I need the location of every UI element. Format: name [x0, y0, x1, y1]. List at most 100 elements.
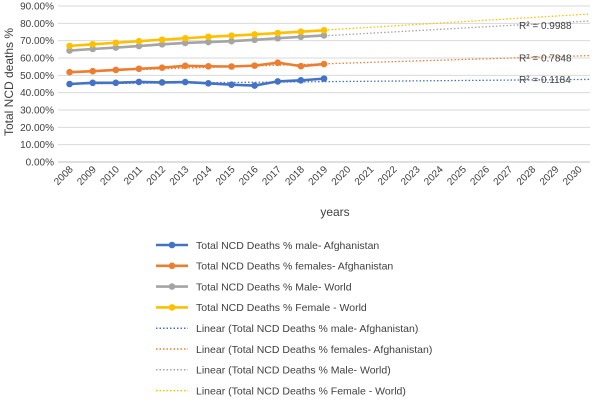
data-point — [112, 66, 120, 74]
legend-label: Total NCD Deaths % Female - World — [196, 302, 367, 314]
x-tick-label: 2024 — [422, 164, 446, 188]
data-point — [135, 37, 143, 45]
r-squared-label: R² = 0.7848 — [519, 53, 572, 64]
y-tick-label: 60.00% — [20, 54, 54, 65]
data-point — [251, 36, 258, 44]
y-tick-label: 80.00% — [20, 19, 54, 30]
data-point — [205, 38, 212, 46]
x-tick-label: 2021 — [353, 164, 377, 188]
legend-swatch-marker — [168, 262, 176, 270]
data-point — [251, 62, 258, 69]
x-tick-label: 2016 — [237, 164, 261, 188]
data-point — [274, 29, 282, 37]
x-tick-label: 2010 — [98, 164, 122, 188]
data-point — [205, 63, 212, 70]
data-point — [297, 28, 305, 35]
x-tick-label: 2015 — [214, 164, 238, 188]
x-tick-label: 2014 — [191, 164, 215, 188]
r-squared-label: R² = 0.9988 — [519, 21, 572, 32]
data-point — [135, 42, 143, 50]
x-tick-label: 2009 — [75, 164, 99, 188]
data-point — [66, 47, 73, 54]
legend-label: Linear (Total NCD Deaths % females- Afgh… — [196, 344, 432, 356]
x-tick-label: 2022 — [376, 164, 400, 188]
data-point — [112, 39, 120, 47]
data-point — [135, 78, 143, 86]
data-point — [274, 78, 282, 85]
legend-label: Total NCD Deaths % females- Afghanistan — [196, 261, 393, 273]
x-tick-label: 2018 — [283, 164, 307, 188]
data-point — [158, 36, 166, 43]
data-point — [181, 34, 189, 42]
trendline — [69, 78, 591, 85]
x-tick-label: 2023 — [399, 164, 423, 188]
trendline — [69, 13, 591, 47]
data-point — [320, 60, 328, 68]
series-line — [69, 61, 325, 74]
y-tick-label: 10.00% — [20, 140, 54, 151]
legend: Total NCD Deaths % male- Afghanistan Tota… — [156, 240, 432, 397]
y-tick-label: 20.00% — [20, 123, 54, 134]
x-tick-label: 2013 — [168, 164, 192, 188]
data-point — [297, 77, 305, 84]
y-tick-label: 70.00% — [20, 36, 54, 47]
data-point — [112, 79, 120, 87]
data-point — [205, 33, 212, 41]
y-tick-label: 0.00% — [26, 158, 54, 169]
data-point — [112, 44, 120, 51]
data-point — [181, 39, 189, 47]
r-squared-labels: R² = 0.1184 R² = 0.7848 R² = 0.9988 — [519, 21, 572, 86]
x-axis-title: years — [320, 205, 349, 219]
legend-label: Total NCD Deaths % Male- World — [196, 281, 352, 293]
data-series — [66, 26, 328, 89]
data-point — [228, 32, 235, 39]
data-point — [66, 80, 73, 88]
data-point — [320, 32, 328, 39]
x-tick-label: 2029 — [538, 164, 562, 188]
data-point — [158, 41, 166, 48]
x-tick-label: 2020 — [330, 164, 354, 188]
data-point — [66, 68, 73, 76]
x-tick-label: 2027 — [492, 164, 516, 188]
data-point — [181, 62, 189, 70]
trendline — [69, 20, 591, 51]
data-point — [89, 41, 96, 48]
data-point — [251, 31, 258, 38]
series-line — [69, 34, 325, 52]
data-point — [320, 26, 328, 34]
data-point — [66, 42, 73, 50]
data-point — [89, 45, 96, 53]
data-point — [228, 63, 235, 70]
x-tick-label: 2030 — [561, 164, 585, 188]
data-point — [320, 75, 328, 82]
data-point — [228, 81, 235, 88]
trendlines — [69, 13, 591, 85]
x-tick-label: 2026 — [469, 164, 493, 188]
x-tick-label: 2011 — [122, 164, 145, 187]
legend-swatch-marker — [168, 283, 176, 290]
x-tick-label: 2012 — [145, 164, 169, 188]
data-point — [135, 65, 143, 73]
data-point — [181, 78, 189, 86]
series-line — [69, 77, 325, 87]
y-tick-label: 40.00% — [20, 88, 54, 99]
y-tick-label: 90.00% — [20, 2, 54, 13]
y-tick-label: 50.00% — [20, 71, 54, 82]
series-line — [69, 28, 325, 48]
r-squared-label: R² = 0.1184 — [519, 75, 571, 86]
legend-label: Total NCD Deaths % male- Afghanistan — [196, 240, 379, 252]
x-tick-label: 2017 — [260, 164, 284, 188]
data-point — [205, 80, 212, 87]
data-point — [89, 67, 96, 75]
data-point — [89, 79, 96, 87]
data-point — [228, 37, 235, 45]
legend-label: Linear (Total NCD Deaths % Male- World) — [196, 365, 391, 377]
data-point — [274, 34, 282, 42]
x-axis-ticks: 2008 2009 2010 2011 2012 2013 2014 2015 2016 2017… — [52, 164, 585, 188]
trendline — [69, 54, 591, 73]
x-tick-label: 2019 — [307, 164, 331, 188]
x-tick-label: 2028 — [515, 164, 539, 188]
x-tick-label: 2025 — [445, 164, 469, 188]
y-axis-title: Total NCD deaths % — [2, 28, 16, 136]
